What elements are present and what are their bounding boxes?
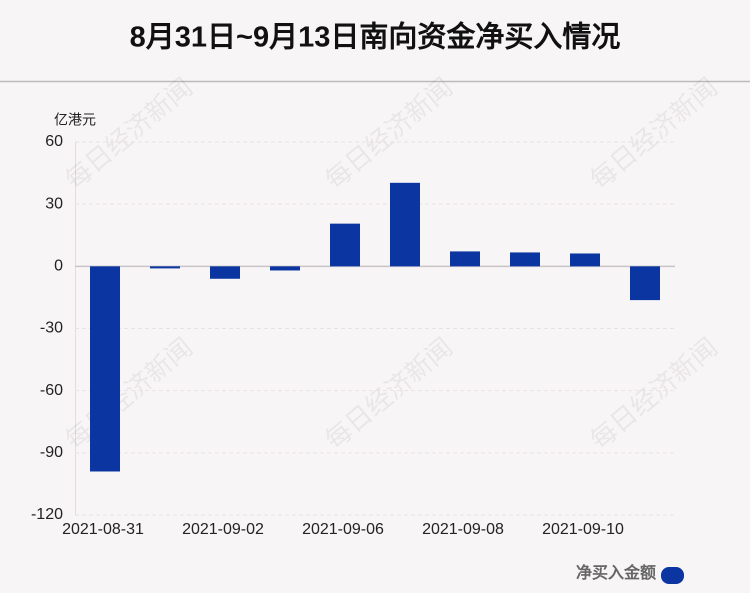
bar (390, 182, 420, 267)
legend-label: 净买入金额 (576, 563, 656, 582)
y-tick-label: 0 (54, 258, 63, 275)
x-tick-label: 2021-09-06 (302, 521, 384, 538)
y-tick-label: 30 (45, 195, 63, 212)
bar (210, 266, 240, 279)
chart-title: 8月31日~9月13日南向资金净买入情况 (130, 20, 621, 54)
bar (150, 266, 180, 269)
x-tick-label: 2021-09-02 (182, 521, 264, 538)
x-tick-label: 2021-09-10 (542, 521, 624, 538)
y-tick-label: -30 (40, 320, 63, 337)
y-tick-label: 60 (45, 133, 63, 150)
y-tick-label: -60 (40, 382, 63, 399)
bar (90, 266, 120, 472)
bar (450, 251, 480, 267)
x-tick-label: 2021-08-31 (62, 521, 144, 538)
bar (510, 252, 540, 267)
bar (630, 266, 660, 301)
y-tick-label: -120 (31, 506, 63, 523)
bar (330, 223, 360, 267)
x-tick-label: 2021-09-08 (422, 521, 504, 538)
y-unit-label: 亿港元 (54, 112, 96, 128)
bar (270, 266, 300, 271)
legend-swatch (661, 567, 684, 584)
bar (570, 253, 600, 267)
y-tick-label: -90 (40, 444, 63, 461)
